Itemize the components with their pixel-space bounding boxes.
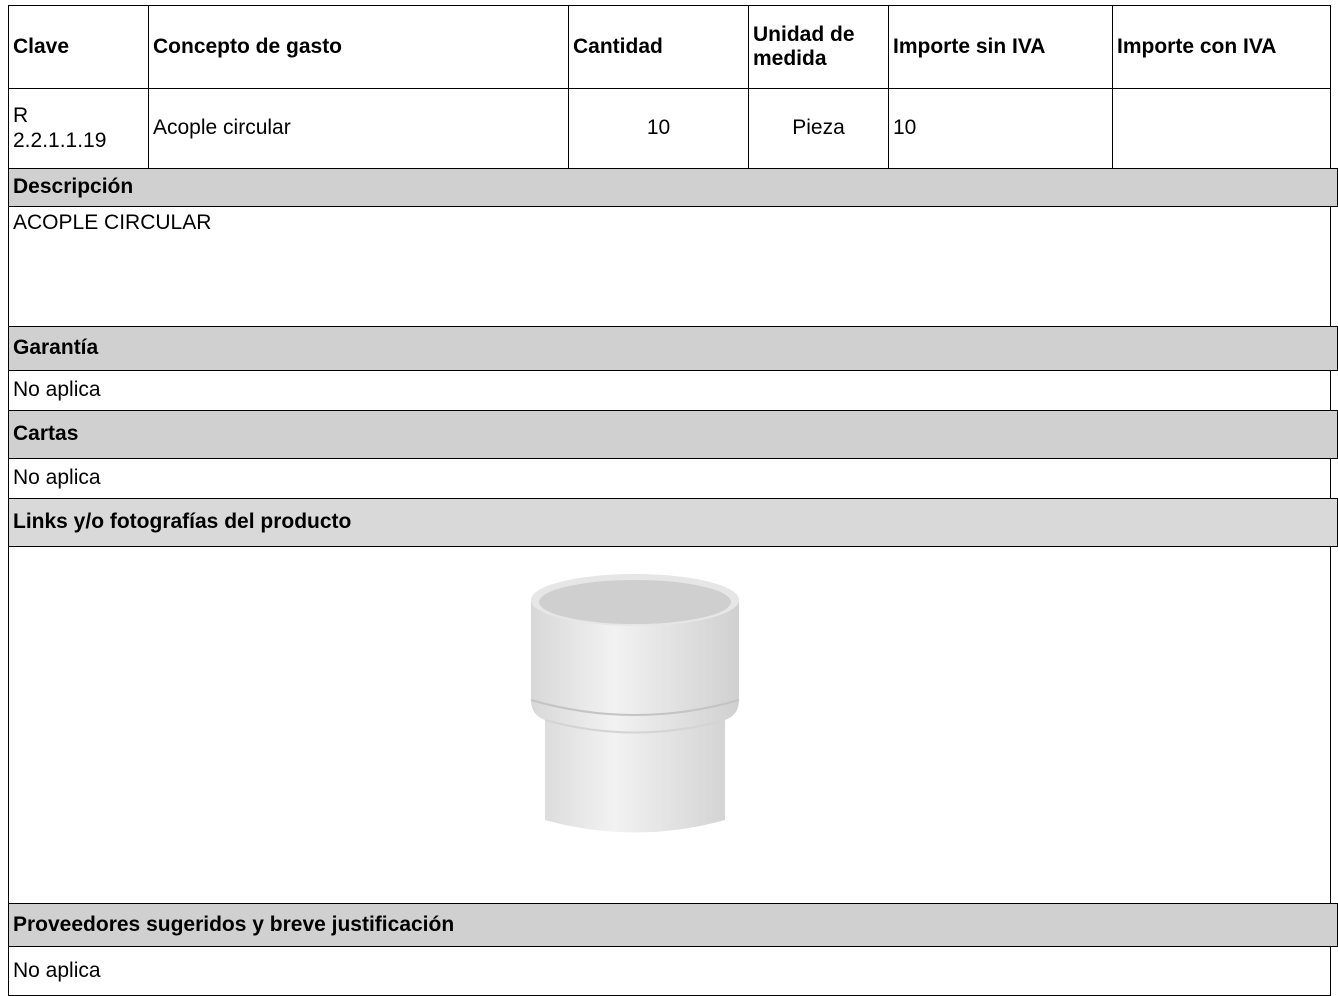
product-image xyxy=(530,574,739,833)
section-content: No aplica xyxy=(8,946,1331,996)
cell: Pieza xyxy=(748,88,889,169)
section-title: Garantía xyxy=(8,326,1338,371)
cell: 10 xyxy=(888,88,1113,169)
section-title: Descripción xyxy=(8,168,1338,207)
header-cell: Cantidad xyxy=(568,5,749,89)
section-content: No aplica xyxy=(8,370,1331,411)
cell xyxy=(1112,88,1331,169)
section-title: Links y/o fotografías del producto xyxy=(8,498,1338,547)
header-cell: Importe sin IVA xyxy=(888,5,1113,89)
cell: 10 xyxy=(568,88,749,169)
section-title: Proveedores sugeridos y breve justificac… xyxy=(8,903,1338,947)
section-title: Cartas xyxy=(8,410,1338,459)
section-content: No aplica xyxy=(8,458,1331,499)
cell: Acople circular xyxy=(148,88,569,169)
cell: R 2.2.1.1.19 xyxy=(8,88,149,169)
image-cell xyxy=(8,546,1331,904)
header-cell: Concepto de gasto xyxy=(148,5,569,89)
header-cell: Clave xyxy=(8,5,149,89)
header-cell: Importe con IVA xyxy=(1112,5,1331,89)
header-cell: Unidad de medida xyxy=(748,5,889,89)
section-content: ACOPLE CIRCULAR xyxy=(8,206,1331,327)
